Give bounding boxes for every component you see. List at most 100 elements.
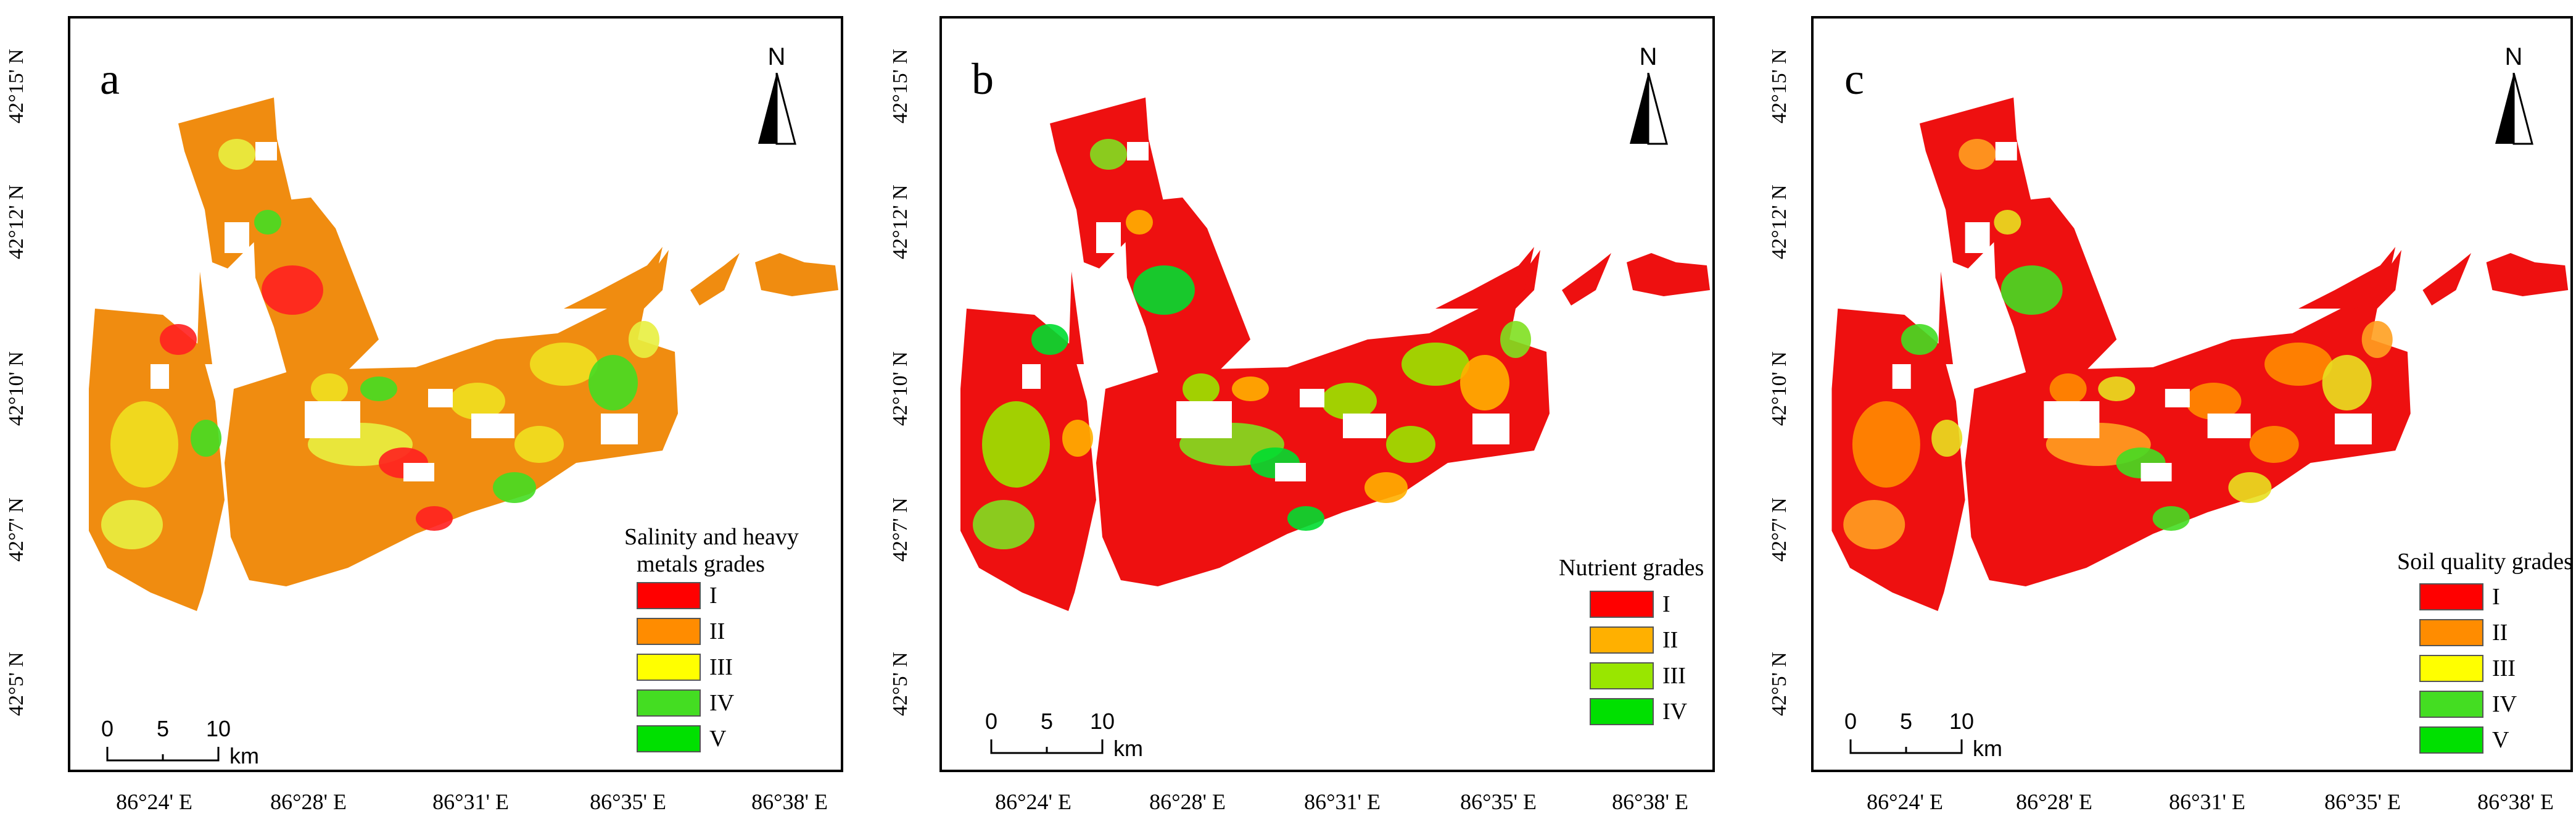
lon-label: 86°38' E [751, 789, 828, 814]
north-arrow-c: N [2492, 43, 2535, 148]
lat-label: 42°7' N [1768, 497, 1791, 562]
unmapped-gap [403, 463, 434, 481]
grade-patch [588, 355, 638, 410]
scale-bar-c: 0 5 10 km [1838, 709, 2002, 764]
grade-patch [311, 373, 348, 404]
lat-label: 42°7' N [889, 497, 912, 562]
scale-bar-line [990, 739, 1104, 754]
legend-swatch [637, 654, 701, 681]
lon-label: 86°35' E [1460, 789, 1537, 814]
grade-patch [1460, 355, 1509, 410]
grade-patch [2322, 355, 2372, 410]
scale-tick-5: 5 [1040, 709, 1054, 734]
unmapped-gap [1096, 222, 1121, 253]
scale-unit: km [229, 743, 259, 768]
legend-swatch [2419, 583, 2483, 610]
scale-bar-a: 0 5 10 km [95, 716, 259, 770]
unmapped-gap [1472, 414, 1509, 444]
unmapped-gap [151, 364, 169, 389]
grade-patch [1901, 324, 1938, 355]
grade-patch [629, 321, 659, 358]
legend-swatch [1590, 662, 1654, 689]
grade-patch [530, 343, 598, 386]
north-label-a: N [767, 43, 786, 70]
unmapped-gap [428, 389, 453, 407]
grade-patch [360, 376, 397, 401]
legend-item-c-III: III [2419, 651, 2570, 686]
study-area-region [2298, 247, 2396, 309]
study-area-region [225, 250, 678, 586]
grade-patch [2049, 373, 2087, 404]
grade-patch [1090, 139, 1127, 170]
grade-patch [493, 472, 536, 503]
grade-patch [2000, 265, 2063, 315]
legend-item-b-III: III [1590, 658, 1704, 694]
choropleth-map-a [89, 98, 838, 611]
legend-c: Soil quality grades I II III IV V [2397, 548, 2573, 758]
north-arrow-b: N [1627, 43, 1670, 148]
legend-swatch [2419, 726, 2483, 754]
legend-swatch [637, 725, 701, 752]
lat-label: 42°7' N [5, 497, 28, 562]
unmapped-gap [2207, 414, 2251, 438]
lat-label: 42°5' N [889, 652, 912, 716]
grade-patch [1386, 426, 1435, 463]
lon-label: 86°31' E [432, 789, 509, 814]
unmapped-gap [2140, 463, 2172, 481]
legend-title-c: Soil quality grades [2397, 549, 2573, 575]
legend-label: III [709, 654, 733, 680]
unmapped-gap [225, 222, 249, 253]
grade-patch [2264, 343, 2332, 386]
study-area-region [1965, 250, 2411, 586]
grade-patch [2249, 426, 2299, 463]
lat-label: 42°5' N [1768, 652, 1791, 716]
legend-swatch [2419, 655, 2483, 682]
legend-swatch [637, 582, 701, 609]
legend-title-b: Nutrient grades [1559, 555, 1704, 581]
lat-label: 42°12' N [1768, 185, 1791, 259]
legend-label: II [1662, 627, 1678, 653]
grade-patch [1321, 383, 1377, 420]
legend-a: Salinity and heavy metals grades I II II… [624, 523, 799, 757]
legend-item-c-V: V [2419, 722, 2570, 758]
lon-label: 86°35' E [590, 789, 666, 814]
legend-b: Nutrient grades I II III IV [1559, 554, 1704, 730]
grade-patch [450, 383, 505, 420]
map-frame-b: b N Nutrient grades I II III IV 0 5 10 [939, 16, 1715, 772]
map-panel-a: a N Salinity and heavy metals grades I I… [0, 0, 859, 832]
lon-label: 86°31' E [2169, 789, 2245, 814]
legend-item-c-I: I [2419, 579, 2570, 615]
unmapped-gap [2044, 401, 2100, 438]
lat-label: 42°12' N [5, 185, 28, 259]
unmapped-gap [1176, 401, 1232, 438]
map-spots-b [973, 139, 1531, 549]
scale-tick-10: 10 [1949, 709, 1975, 734]
scale-bar-line [106, 747, 220, 762]
study-area-region [2422, 253, 2472, 306]
lat-label: 42°10' N [1768, 351, 1791, 426]
study-area-region [1562, 253, 1611, 306]
lat-label: 42°15' N [889, 49, 912, 123]
map-spots-c [1843, 139, 2393, 549]
scale-tick-5: 5 [156, 716, 170, 741]
study-area-region [1096, 250, 1550, 586]
unmapped-gap [1892, 364, 1911, 389]
lon-label: 86°31' E [1304, 789, 1381, 814]
grade-patch [1364, 472, 1408, 503]
legend-label: II [2492, 620, 2508, 646]
unmapped-gap [1343, 414, 1386, 438]
study-area-region [197, 272, 212, 364]
lat-label: 42°15' N [5, 49, 28, 123]
legend-item-c-IV: IV [2419, 686, 2570, 722]
unmapped-gap [1275, 463, 1306, 481]
grade-patch [973, 500, 1034, 549]
grade-patch [1852, 401, 1920, 488]
grade-patch [1031, 324, 1068, 355]
unmapped-gap [471, 414, 514, 438]
lat-label: 42°5' N [5, 652, 28, 716]
choropleth-map-b [960, 98, 1710, 611]
study-area-region [1627, 253, 1710, 296]
lat-label: 42°12' N [889, 185, 912, 259]
grade-patch [1062, 420, 1093, 457]
map-frame-c: c N Soil quality grades I II III IV V 0 … [1811, 16, 2573, 772]
